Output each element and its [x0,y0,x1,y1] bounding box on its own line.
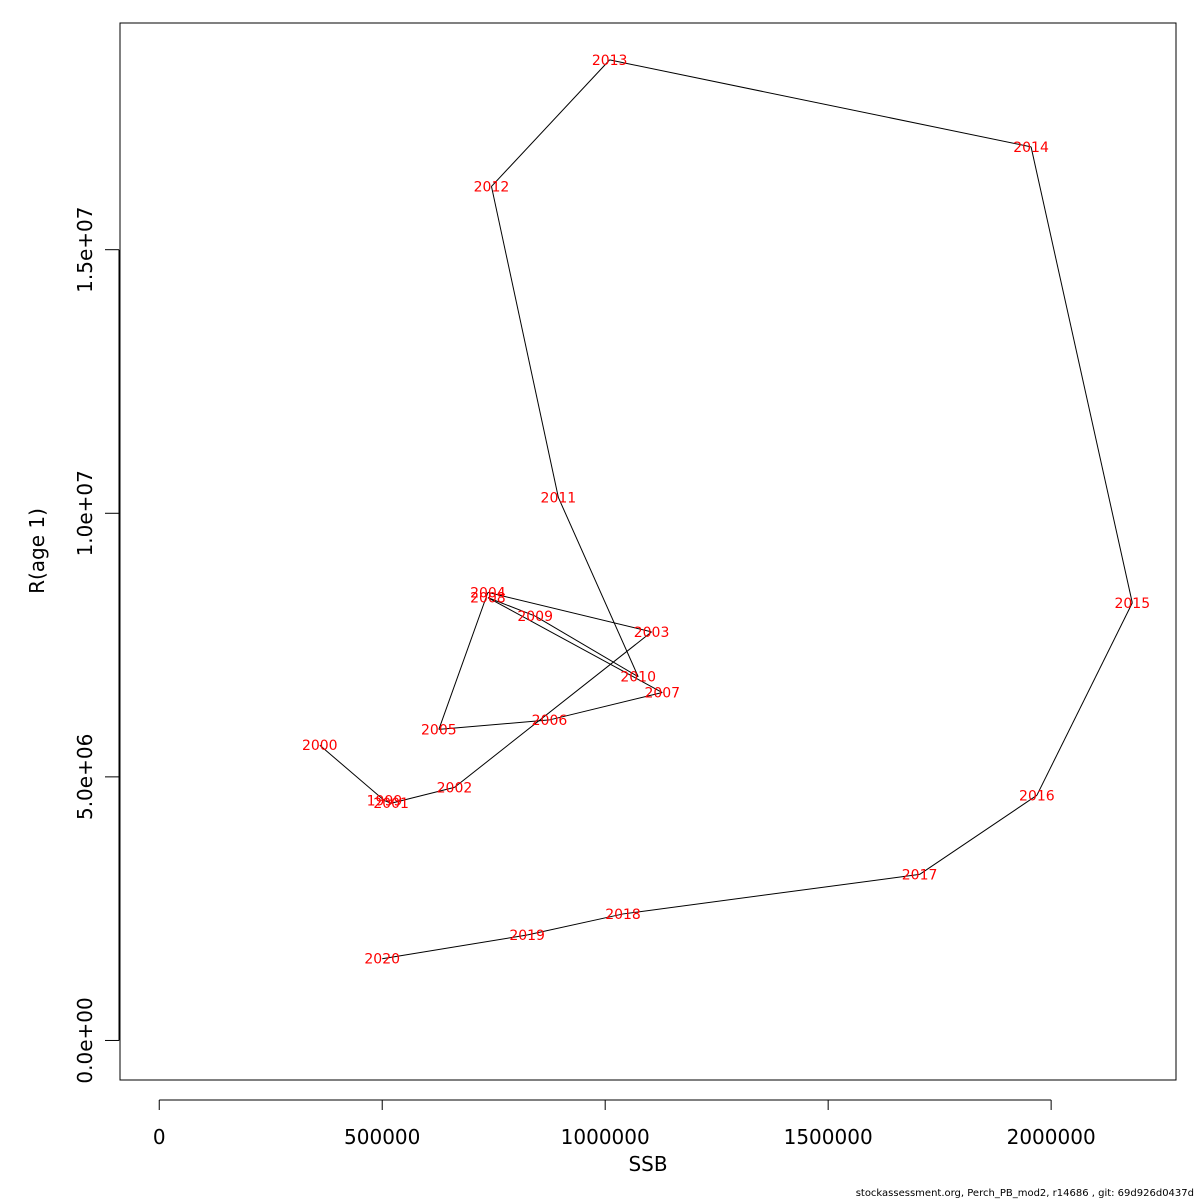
series-segment [557,497,639,677]
series-segment [491,59,611,187]
series-segment [391,786,455,804]
x-tick-label: 2000000 [1007,1125,1096,1149]
point-label: 2002 [437,780,473,796]
footer-text: stockassessment.org, Perch_PB_mod2, r146… [855,1188,1194,1199]
point-label: 2018 [605,907,641,923]
point-label: 2016 [1019,788,1055,804]
point-label: 1999 [367,794,403,810]
y-tick-label: 1.0e+07 [73,470,97,556]
series-segment [622,873,920,915]
series-segment [487,591,652,633]
series-segment [487,597,536,617]
x-axis-title: SSB [628,1152,667,1176]
point-label: 2007 [644,686,680,702]
point-label: 2000 [302,738,338,754]
series-segment [609,59,1032,148]
series-segment [438,719,550,730]
series-segment [487,597,663,693]
y-axis-title: R(age 1) [25,508,49,594]
x-tick-label: 500000 [344,1125,420,1149]
series-segment [384,800,392,804]
series-segment [490,186,559,498]
series-segment [1030,146,1133,604]
point-label: 2011 [541,490,577,506]
y-tick-label: 1.5e+07 [73,207,97,293]
point-label: 2015 [1114,596,1150,612]
series-segment [534,615,639,678]
plot-frame [119,22,1177,1081]
series-segment [382,934,528,960]
x-tick-label: 1000000 [561,1125,650,1149]
series-segment [438,592,489,730]
point-label: 2006 [532,713,568,729]
series-segment [1036,602,1133,796]
series-segment [919,794,1038,875]
point-label: 2014 [1013,140,1049,156]
series-segment [527,913,624,936]
point-label: 2020 [364,952,400,968]
series-segment [454,631,652,788]
point-label: 2009 [517,609,553,625]
series-path [319,59,1133,960]
series-segment [319,744,385,801]
series-segment [549,692,663,721]
point-label: 2012 [474,179,510,195]
y-tick-label: 0.0e+00 [73,997,97,1083]
point-label: 2001 [373,796,409,812]
x-tick-label: 0 [153,1125,166,1149]
axes: 0 500000 1000000 1500000 2000000 0.0e+00 5.0e+… [73,207,1096,1149]
point-label: 2019 [509,928,545,944]
point-label: 2008 [470,591,506,607]
y-tick-label: 5.0e+06 [73,734,97,820]
point-label: 2004 [470,585,506,601]
point-label: 2017 [902,867,938,883]
x-tick-label: 1500000 [784,1125,873,1149]
point-label: 2010 [620,670,656,686]
point-label: 2005 [421,722,457,738]
point-label: 2003 [634,625,670,641]
point-label: 2013 [592,53,628,69]
